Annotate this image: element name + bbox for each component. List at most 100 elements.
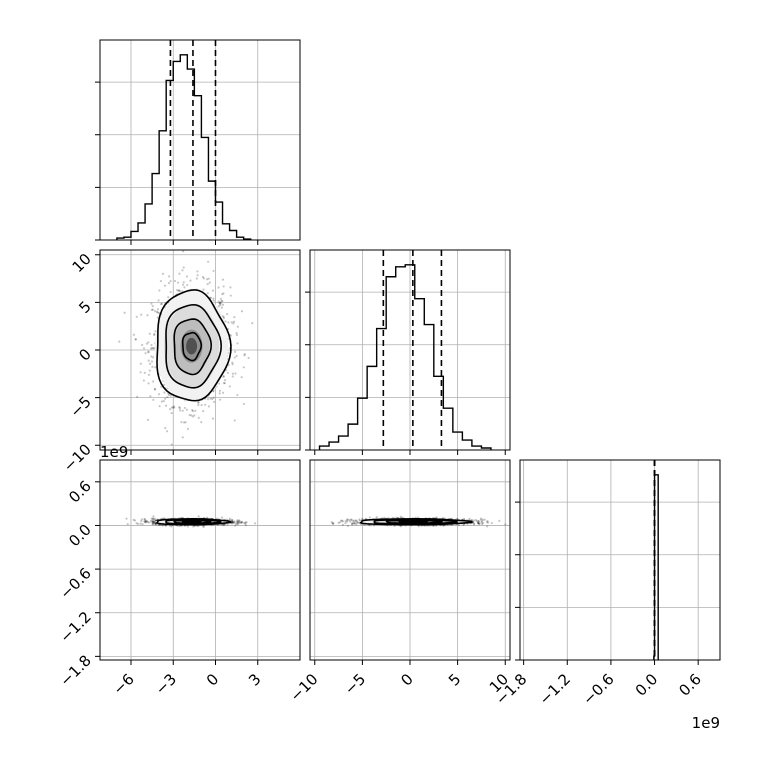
scatter-point: [212, 299, 215, 302]
scatter-point: [344, 522, 347, 525]
scatter-point: [140, 518, 143, 521]
scatter-point: [234, 522, 238, 526]
scatter-point: [223, 379, 227, 382]
scatter-point: [146, 520, 150, 524]
scatter-point: [234, 524, 237, 527]
scatter-point: [151, 365, 154, 369]
scatter-point: [331, 522, 334, 525]
x-tick-label: −3: [152, 670, 180, 698]
scatter-point: [337, 521, 340, 524]
scatter-point: [145, 520, 148, 523]
scatter-point: [140, 519, 143, 523]
panel-border: [519, 459, 721, 661]
scatter-point: [134, 338, 138, 341]
scatter-point: [150, 355, 153, 358]
y-tick-label: −1.2: [56, 608, 94, 646]
scatter-point: [167, 296, 170, 299]
x-tick-label: 5: [445, 670, 464, 689]
scatter-point: [475, 520, 478, 523]
contour-line: [385, 519, 444, 525]
scatter-point: [222, 375, 225, 378]
scatter-point: [162, 399, 165, 403]
scatter-point: [178, 524, 181, 528]
scatter-panel-p1-p2: [309, 459, 511, 661]
scatter-point: [173, 405, 176, 408]
scatter-point: [237, 519, 240, 522]
scatter-point: [209, 296, 212, 299]
scatter-point: [163, 391, 166, 394]
scatter-point: [164, 404, 168, 407]
scatter-point: [230, 518, 234, 522]
scatter-point: [157, 393, 161, 396]
scatter-point: [243, 353, 246, 356]
scatter-point: [352, 522, 355, 525]
x-tick-label: −0.6: [579, 670, 617, 708]
scatter-point: [240, 376, 243, 379]
scatter-point: [169, 290, 172, 294]
scatter-point: [143, 517, 146, 521]
scatter-point: [237, 522, 240, 525]
histogram-panel-p0: [99, 39, 301, 241]
scatter-point: [150, 519, 153, 522]
scatter-point: [219, 302, 222, 305]
scatter-point: [349, 518, 353, 521]
scatter-point: [227, 321, 230, 324]
scatter-point: [173, 406, 176, 409]
scatter-point: [221, 303, 225, 306]
scatter-point: [235, 332, 238, 335]
scatter-point: [156, 311, 159, 314]
scatter-point: [144, 352, 147, 355]
scatter-point: [154, 522, 157, 525]
scatter-point: [136, 395, 139, 398]
scatter-point: [132, 518, 135, 521]
scatter-point: [151, 308, 154, 311]
y-offset-label: 1e9: [100, 443, 128, 461]
scatter-point: [136, 522, 139, 525]
scatter-point: [158, 289, 161, 292]
y-tick-label: −5: [66, 393, 94, 421]
scatter-point: [146, 314, 149, 317]
scatter-point: [474, 518, 478, 522]
scatter-point: [220, 516, 224, 519]
scatter-point: [164, 397, 167, 400]
scatter-point: [185, 408, 189, 411]
scatter-point: [181, 436, 184, 439]
scatter-point: [167, 393, 171, 397]
scatter-point: [479, 518, 482, 521]
scatter-point: [148, 521, 151, 524]
scatter-point: [217, 300, 220, 303]
scatter-point: [151, 304, 154, 308]
scatter-point: [236, 521, 239, 525]
panel-background: [100, 460, 300, 660]
scatter-point: [134, 338, 137, 341]
scatter-point: [156, 308, 160, 311]
scatter-point: [229, 334, 232, 337]
histogram-panel-p2: [519, 459, 721, 661]
panel-content: [118, 250, 254, 446]
scatter-point: [200, 403, 203, 407]
scatter-point: [158, 311, 161, 315]
scatter-point: [218, 301, 221, 304]
scatter-point: [349, 520, 352, 523]
scatter-point: [178, 289, 181, 293]
scatter-panel-p0-p2: [99, 459, 301, 661]
x-tick-label: 0: [397, 670, 416, 689]
scatter-point: [147, 341, 150, 344]
panel-content: [125, 515, 257, 528]
scatter-point: [177, 289, 180, 292]
scatter-point: [180, 420, 183, 424]
y-tick-label: −1.8: [56, 651, 94, 689]
scatter-point: [221, 278, 225, 281]
scatter-point: [178, 406, 181, 409]
scatter-point: [145, 342, 149, 345]
scatter-point: [197, 416, 200, 419]
scatter-point: [351, 522, 354, 525]
scatter-point: [148, 369, 151, 372]
scatter-point: [154, 522, 157, 525]
scatter-point: [339, 519, 343, 522]
scatter-point: [350, 518, 353, 521]
scatter-point: [163, 284, 167, 287]
scatter-point: [361, 517, 364, 520]
scatter-point: [183, 406, 186, 410]
scatter-point: [222, 375, 225, 378]
